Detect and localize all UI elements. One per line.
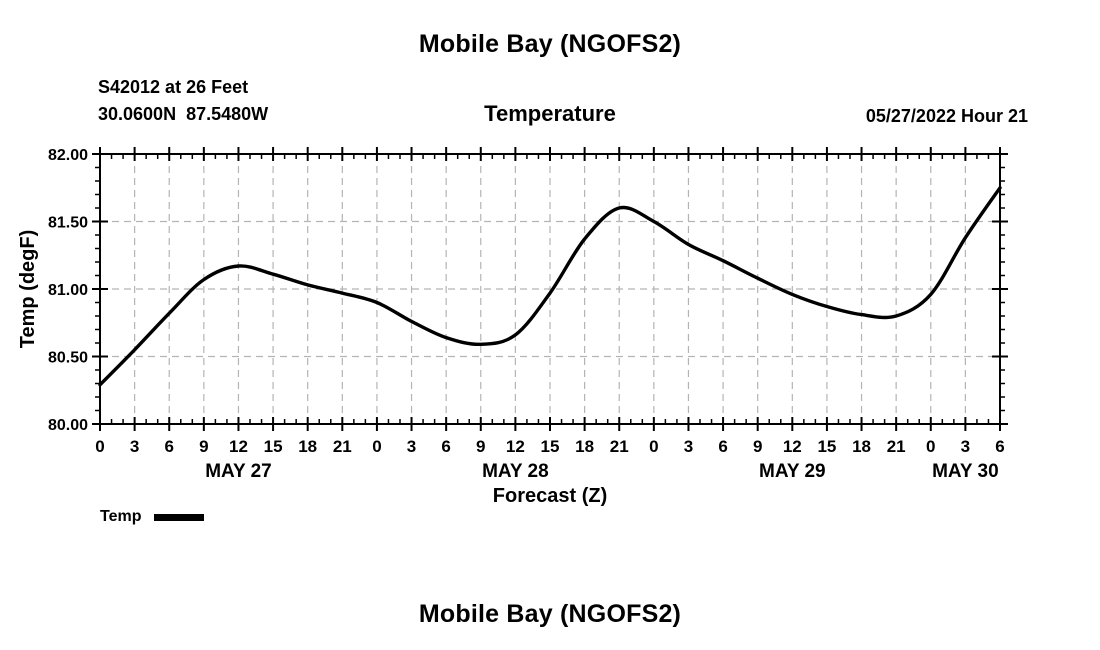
plot-border xyxy=(99,153,1001,425)
x-tick-label: 6 xyxy=(441,437,450,456)
x-tick-label: 6 xyxy=(718,437,727,456)
x-tick-label: 0 xyxy=(95,437,104,456)
y-tick-label: 81.50 xyxy=(48,215,88,232)
x-tick-label: 3 xyxy=(407,437,416,456)
y-axis-title: Temp (degF) xyxy=(17,230,39,349)
x-tick-label: 9 xyxy=(199,437,208,456)
x-tick-label: 3 xyxy=(961,437,970,456)
y-tick-label: 81.00 xyxy=(48,282,88,299)
x-tick-label: 9 xyxy=(753,437,762,456)
x-tick-label: 9 xyxy=(476,437,485,456)
x-day-label: MAY 27 xyxy=(205,461,272,482)
temp-series-line xyxy=(98,186,1002,387)
x-tick-label: 3 xyxy=(684,437,693,456)
y-tick-label: 82.00 xyxy=(48,147,88,164)
x-tick-label: 18 xyxy=(575,437,594,456)
legend-line-swatch xyxy=(154,513,205,521)
x-tick-label: 15 xyxy=(817,437,836,456)
x-axis-title: Forecast (Z) xyxy=(493,485,607,507)
x-tick-label: 0 xyxy=(372,437,381,456)
x-tick-label: 15 xyxy=(264,437,283,456)
x-day-label: MAY 30 xyxy=(932,461,999,482)
x-day-label: MAY 29 xyxy=(759,461,826,482)
x-tick-label: 21 xyxy=(610,437,629,456)
x-tick-label: 12 xyxy=(229,437,248,456)
chart-title: Mobile Bay (NGOFS2) xyxy=(418,30,682,58)
x-tick-label: 3 xyxy=(130,437,139,456)
x-tick-label: 6 xyxy=(995,437,1004,456)
y-tick-label: 80.50 xyxy=(48,350,88,367)
x-tick-label: 18 xyxy=(298,437,317,456)
station-id: S42012 at 26 Feet xyxy=(98,77,249,97)
x-tick-label: 6 xyxy=(164,437,173,456)
forecast-datetime: 05/27/2022 Hour 21 xyxy=(865,106,1028,126)
next-chart-title: Mobile Bay (NGOFS2) xyxy=(418,600,682,628)
x-tick-label: 12 xyxy=(506,437,525,456)
x-tick-label: 18 xyxy=(852,437,871,456)
temperature-plot: 0 3 6 9 12 15 18 21 0 3 6 9 12 15 18 21 0 3 6 9 12 15 18 21 0 3 6 8… xyxy=(17,147,1008,507)
x-day-label: MAY 28 xyxy=(482,461,549,482)
legend: Temp xyxy=(100,508,205,526)
x-tick-label: 15 xyxy=(541,437,560,456)
x-tick-label: 12 xyxy=(783,437,802,456)
plot-subtitle: Temperature xyxy=(484,101,616,126)
station-coordinates: 30.0600N 87.5480W xyxy=(98,104,269,124)
x-tick-label: 21 xyxy=(887,437,906,456)
legend-label: Temp xyxy=(100,508,142,525)
x-tick-label: 0 xyxy=(649,437,658,456)
x-tick-label: 21 xyxy=(333,437,352,456)
y-tick-label: 80.00 xyxy=(48,417,88,434)
x-tick-label: 0 xyxy=(926,437,935,456)
